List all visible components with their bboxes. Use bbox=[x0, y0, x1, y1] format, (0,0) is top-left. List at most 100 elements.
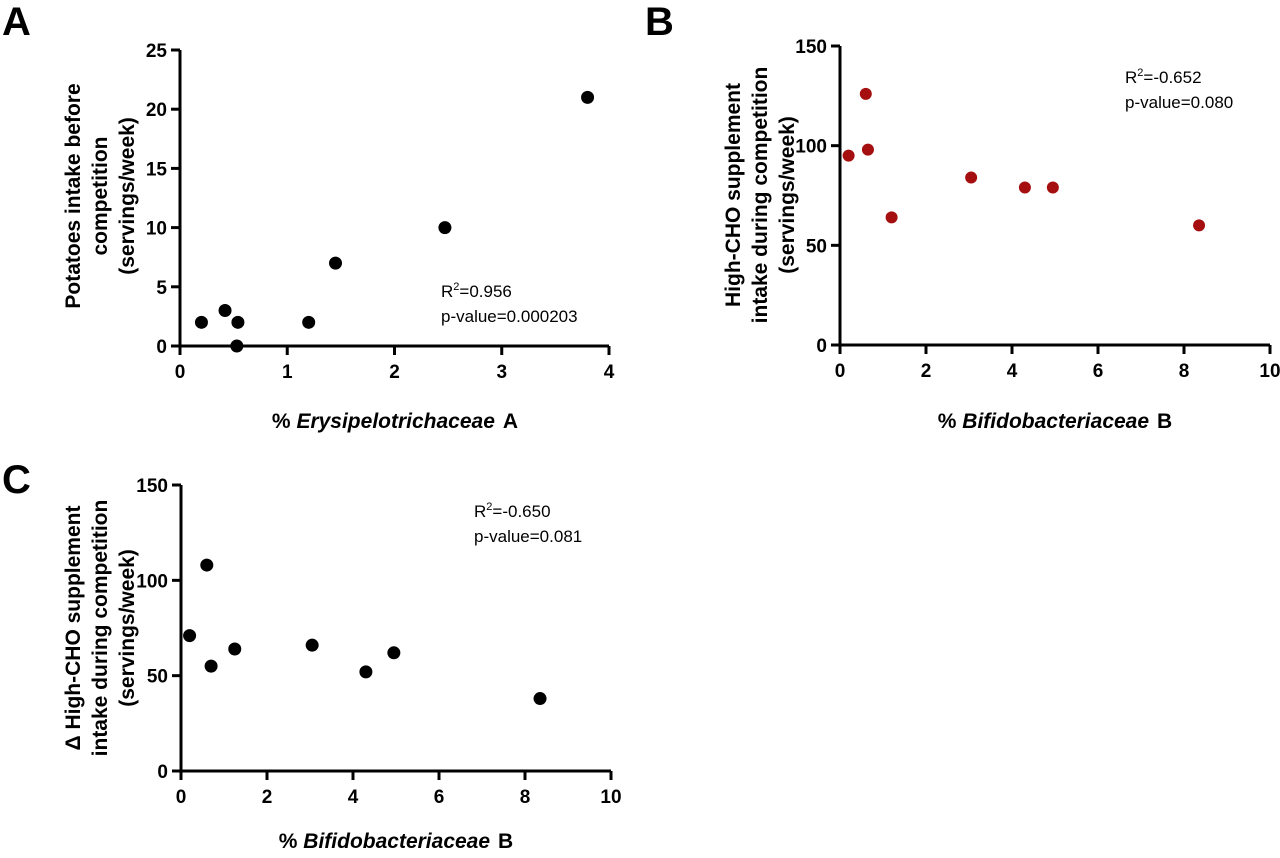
x-axis-title-suffix: B bbox=[498, 830, 513, 853]
x-axis-title-taxon: Bifidobacteriaceae bbox=[962, 410, 1149, 433]
x-tick-label: 2 bbox=[921, 361, 932, 382]
x-tick-label: 10 bbox=[1259, 361, 1280, 382]
y-axis-title: Δ High-CHO supplement intake during compe… bbox=[62, 500, 139, 757]
p-value-label: p-value=0.080 bbox=[1125, 93, 1233, 112]
x-tick-label: 4 bbox=[1007, 361, 1018, 382]
y-tick-label: 10 bbox=[146, 219, 167, 240]
r-squared-superscript: 2 bbox=[453, 281, 459, 293]
x-tick-label: 4 bbox=[348, 787, 359, 808]
data-point bbox=[194, 315, 208, 329]
y-axis-title-line: competition bbox=[89, 137, 112, 256]
x-axis-title-prefix: % bbox=[938, 410, 963, 433]
r-squared-label: R2=0.956 bbox=[441, 281, 512, 301]
r-squared-value: =-0.652 bbox=[1143, 68, 1201, 87]
r-squared-symbol: R bbox=[474, 502, 486, 521]
y-tick-label: 0 bbox=[816, 336, 827, 357]
y-tick-label: 5 bbox=[156, 278, 167, 299]
data-point bbox=[581, 90, 595, 104]
x-axis-title-suffix: A bbox=[503, 410, 518, 433]
r-squared-label: R2=-0.652 bbox=[1125, 67, 1202, 87]
y-axis-title: Potatoes intake before competition (servin… bbox=[62, 83, 139, 308]
x-tick-label: 3 bbox=[496, 362, 507, 383]
data-point bbox=[329, 256, 343, 270]
data-point bbox=[1018, 181, 1031, 194]
x-axis-title-taxon: Bifidobacteriaceae bbox=[303, 830, 490, 853]
y-axis-title-line: (servings/week) bbox=[776, 116, 799, 274]
data-point bbox=[228, 642, 242, 656]
x-tick-label: 1 bbox=[282, 362, 293, 383]
x-axis-title: % Bifidobacteriaceae B bbox=[279, 830, 513, 853]
r-squared-value: =0.956 bbox=[459, 282, 511, 301]
y-tick-label: 100 bbox=[795, 137, 827, 158]
panel-letter: B bbox=[645, 0, 674, 44]
y-axis-title-line: Δ High-CHO supplement bbox=[62, 506, 85, 751]
r-squared-label: R2=-0.650 bbox=[474, 501, 551, 521]
data-point bbox=[533, 692, 547, 706]
y-tick-label: 150 bbox=[795, 37, 827, 58]
data-point bbox=[1193, 219, 1206, 232]
y-tick-label: 50 bbox=[147, 667, 168, 688]
x-axis-title: % Erysipelotrichaceae A bbox=[272, 410, 518, 433]
x-tick-label: 8 bbox=[520, 787, 531, 808]
r-squared-superscript: 2 bbox=[486, 501, 492, 513]
y-tick-label: 0 bbox=[157, 762, 168, 783]
data-point bbox=[842, 149, 855, 162]
y-tick-label: 20 bbox=[146, 100, 167, 121]
x-tick-label: 2 bbox=[389, 362, 400, 383]
x-axis-title: % Bifidobacteriaceae B bbox=[938, 410, 1172, 433]
panel-letter: C bbox=[2, 458, 31, 502]
r-squared-superscript: 2 bbox=[1137, 67, 1143, 79]
y-axis-title-line: (servings/week) bbox=[116, 117, 139, 275]
x-axis-title-prefix: % bbox=[279, 830, 304, 853]
data-point bbox=[302, 315, 316, 329]
data-point bbox=[218, 303, 232, 317]
y-tick-label: 150 bbox=[136, 476, 168, 497]
y-axis-title-line: intake during competition bbox=[89, 500, 112, 757]
r-squared-symbol: R bbox=[441, 282, 453, 301]
y-tick-label: 15 bbox=[146, 159, 168, 180]
data-point bbox=[885, 211, 898, 224]
x-tick-label: 6 bbox=[1093, 361, 1104, 382]
data-point bbox=[387, 646, 401, 660]
y-tick-label: 100 bbox=[136, 571, 168, 592]
data-point bbox=[305, 638, 319, 652]
data-point bbox=[359, 665, 373, 679]
data-point bbox=[231, 315, 245, 329]
x-tick-label: 0 bbox=[176, 787, 187, 808]
p-value-label: p-value=0.000203 bbox=[441, 307, 578, 326]
x-tick-label: 2 bbox=[262, 787, 273, 808]
x-tick-label: 0 bbox=[175, 362, 186, 383]
y-tick-label: 25 bbox=[146, 41, 168, 62]
y-axis-title-line: intake during competition bbox=[749, 67, 772, 324]
r-squared-symbol: R bbox=[1125, 68, 1137, 87]
x-tick-label: 6 bbox=[434, 787, 445, 808]
y-axis-title-line: (servings/week) bbox=[116, 549, 139, 707]
x-tick-label: 4 bbox=[604, 362, 615, 383]
p-value-label: p-value=0.081 bbox=[474, 527, 582, 546]
data-point bbox=[861, 143, 874, 156]
data-point bbox=[859, 87, 872, 100]
data-point bbox=[1046, 181, 1059, 194]
y-axis-title-line: High-CHO supplement bbox=[722, 83, 745, 307]
data-point bbox=[230, 339, 244, 353]
x-axis-title-prefix: % bbox=[272, 410, 297, 433]
r-squared-value: =-0.650 bbox=[492, 502, 550, 521]
panel-letter: A bbox=[2, 0, 31, 44]
data-point bbox=[204, 659, 218, 673]
data-point bbox=[965, 171, 978, 184]
y-tick-label: 50 bbox=[806, 236, 827, 257]
x-axis-title-taxon: Erysipelotrichaceae bbox=[296, 410, 495, 433]
y-axis-title-line: Potatoes intake before bbox=[62, 83, 85, 308]
x-axis-title-suffix: B bbox=[1157, 410, 1172, 433]
y-axis-title: High-CHO supplement intake during competi… bbox=[722, 67, 799, 324]
x-tick-label: 8 bbox=[1179, 361, 1190, 382]
y-tick-label: 0 bbox=[156, 337, 167, 358]
data-point bbox=[200, 558, 214, 572]
x-tick-label: 0 bbox=[835, 361, 846, 382]
data-point bbox=[183, 629, 197, 643]
data-point bbox=[438, 221, 452, 235]
